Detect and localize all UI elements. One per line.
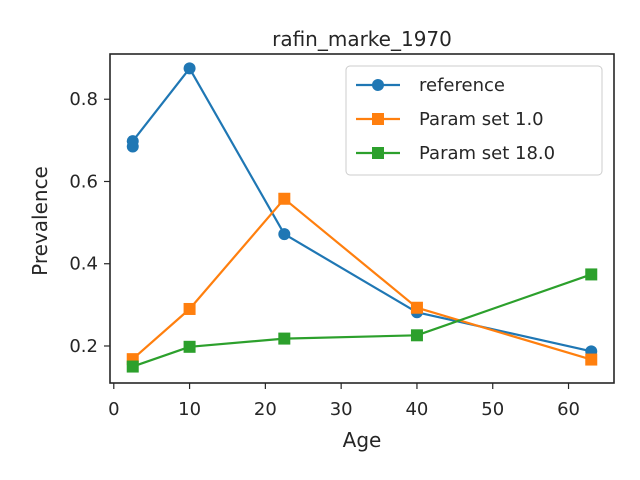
data-point <box>410 301 423 314</box>
data-point <box>278 332 291 345</box>
legend-label: Param set 18.0 <box>419 143 555 164</box>
legend-label: reference <box>419 75 505 96</box>
data-point <box>126 360 139 373</box>
data-point <box>183 340 196 353</box>
legend-label: Param set 1.0 <box>419 109 544 130</box>
y-tick-label: 0.2 <box>69 336 98 357</box>
data-point <box>585 353 598 366</box>
x-tick-label: 60 <box>557 399 580 420</box>
x-tick-label: 40 <box>405 399 428 420</box>
x-tick-label: 0 <box>108 399 119 420</box>
y-tick-label: 0.6 <box>69 171 98 192</box>
legend-marker <box>372 147 384 159</box>
data-point <box>278 228 291 241</box>
axes-frame <box>109 53 615 384</box>
x-tick-label: 50 <box>481 399 504 420</box>
data-point <box>126 135 139 148</box>
x-tick-label: 10 <box>178 399 201 420</box>
x-tick-label: 20 <box>254 399 277 420</box>
y-tick-label: 0.8 <box>69 89 98 110</box>
data-point <box>183 62 196 75</box>
data-point <box>278 192 291 205</box>
y-tick-label: 0.4 <box>69 254 98 275</box>
data-point <box>183 302 196 315</box>
legend-marker <box>372 113 384 125</box>
chart-title: rafin_marke_1970 <box>272 27 452 51</box>
data-point <box>410 329 423 342</box>
x-tick-label: 30 <box>330 399 353 420</box>
plot-area: 0 10 20 30 40 50 60 0.2 0.4 0.6 0.8 reference Param … <box>69 53 615 420</box>
y-axis-label: Prevalence <box>28 166 52 276</box>
x-axis-label: Age <box>343 428 382 452</box>
data-point <box>585 268 598 281</box>
legend-box <box>345 65 603 176</box>
legend-marker <box>372 79 384 91</box>
